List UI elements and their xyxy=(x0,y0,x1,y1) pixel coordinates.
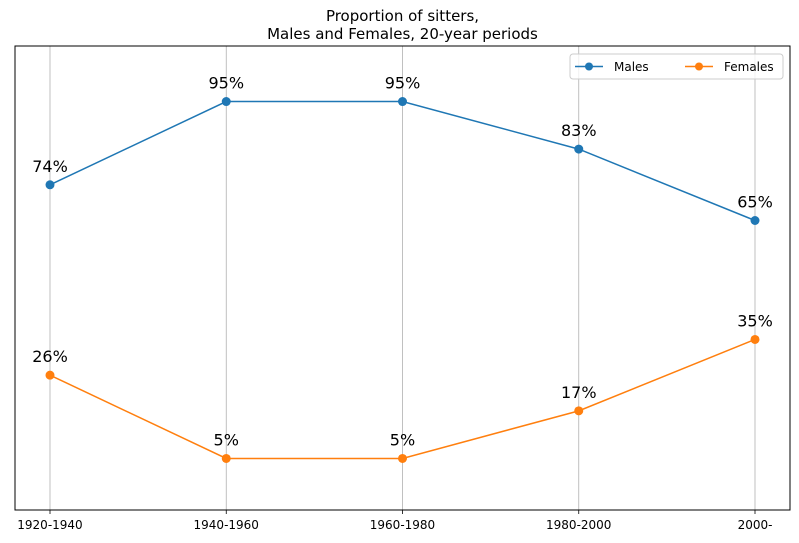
grid-layer xyxy=(49,46,756,510)
data-label-females-1: 5% xyxy=(214,430,239,449)
series-layer xyxy=(45,97,760,463)
data-point-males-3 xyxy=(574,144,584,154)
data-point-males-2 xyxy=(398,97,407,107)
x-tick-label-4: 2000- xyxy=(738,518,773,532)
data-label-females-2: 5% xyxy=(390,430,415,449)
data-label-females-4: 35% xyxy=(737,311,773,330)
data-point-males-0 xyxy=(45,180,55,190)
data-point-females-3 xyxy=(574,406,584,416)
data-label-males-3: 83% xyxy=(561,121,597,140)
data-point-females-1 xyxy=(221,453,231,463)
data-point-females-4 xyxy=(750,334,760,344)
data-point-females-0 xyxy=(45,370,55,380)
x-tick-label-2: 1960-1980 xyxy=(370,518,435,532)
label-layer: 74% 95% 95% 83% 65% 26% 5% 5% 17% 35% xyxy=(32,74,773,450)
data-point-females-2 xyxy=(398,453,407,463)
data-label-males-4: 65% xyxy=(737,192,773,211)
x-tick-label-3: 1980-2000 xyxy=(546,518,611,532)
legend-marker-males xyxy=(585,62,593,71)
chart-subtitle: Males and Females, 20-year periods xyxy=(267,25,538,43)
x-tick-label-0: 1920-1940 xyxy=(17,518,82,532)
data-label-males-0: 74% xyxy=(32,157,68,176)
data-label-females-0: 26% xyxy=(32,347,68,366)
data-label-males-2: 95% xyxy=(385,74,421,93)
legend-marker-females xyxy=(695,62,703,71)
tick-layer: 1920-1940 1940-1960 1960-1980 1980-2000 2000… xyxy=(17,510,772,532)
data-label-males-1: 95% xyxy=(208,74,244,93)
legend-label-males: Males xyxy=(614,60,649,74)
legend-label-females: Females xyxy=(724,60,774,74)
legend-box xyxy=(569,53,784,80)
legend: Males Females xyxy=(569,53,784,80)
chart-title: Proportion of sitters, xyxy=(326,7,479,25)
x-tick-label-1: 1940-1960 xyxy=(194,518,259,532)
data-point-males-4 xyxy=(750,215,760,225)
data-point-males-1 xyxy=(221,97,231,107)
data-label-females-3: 17% xyxy=(561,383,597,402)
